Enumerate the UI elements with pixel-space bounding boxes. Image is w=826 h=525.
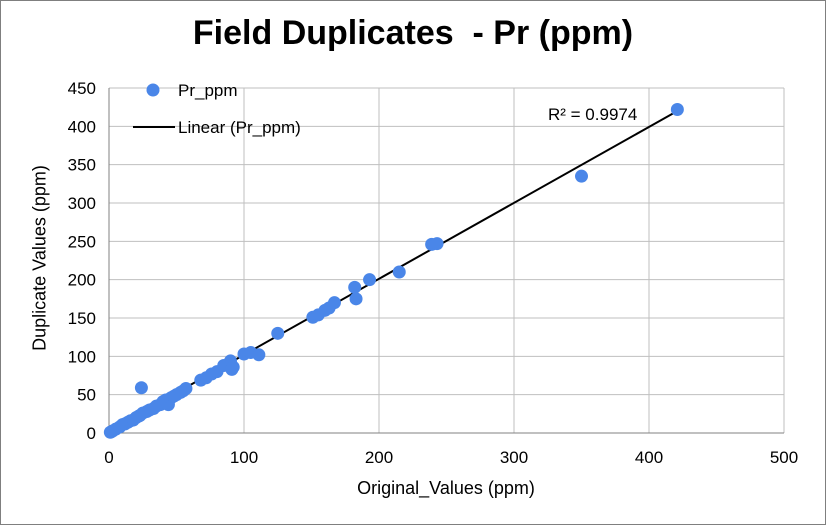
x-tick-label: 500 (770, 448, 798, 467)
y-tick-labels: 0 50 100 150 200 250 300 350 400 450 (68, 79, 96, 443)
legend: Pr_ppm Linear (Pr_ppm) (133, 81, 301, 137)
x-tick-label: 0 (104, 448, 113, 467)
legend-marker-points (146, 83, 160, 97)
data-point (670, 102, 684, 116)
axes (108, 88, 784, 434)
data-point (327, 296, 341, 310)
x-tick-label: 400 (635, 448, 663, 467)
data-point (348, 280, 362, 294)
y-tick-label: 300 (68, 194, 96, 213)
y-tick-label: 450 (68, 79, 96, 98)
y-tick-label: 400 (68, 117, 96, 136)
y-tick-label: 50 (77, 386, 96, 405)
data-point (271, 326, 285, 340)
y-tick-label: 350 (68, 156, 96, 175)
data-point (226, 360, 240, 374)
data-point (179, 382, 193, 396)
data-point (430, 237, 444, 251)
x-tick-label: 200 (365, 448, 393, 467)
data-points (103, 102, 684, 439)
x-tick-labels: 0 100 200 300 400 500 (104, 448, 798, 467)
data-point (392, 265, 406, 279)
legend-label-points: Pr_ppm (178, 81, 238, 100)
data-point (252, 348, 266, 362)
data-point (363, 273, 377, 287)
y-tick-label: 0 (87, 424, 96, 443)
x-axis-label: Original_Values (ppm) (357, 478, 535, 498)
x-tick-label: 300 (500, 448, 528, 467)
x-tick-label: 100 (230, 448, 258, 467)
data-point (349, 292, 363, 306)
data-point (134, 381, 148, 395)
chart-title: Field Duplicates - Pr (ppm) (192, 14, 634, 52)
data-point (575, 169, 588, 183)
y-tick-label: 150 (68, 309, 96, 328)
legend-label-trendline: Linear (Pr_ppm) (178, 118, 301, 137)
y-tick-label: 250 (68, 232, 96, 251)
y-tick-label: 200 (68, 271, 96, 290)
r-squared-label: R² = 0.9974 (548, 105, 637, 124)
y-tick-label: 100 (68, 347, 96, 366)
